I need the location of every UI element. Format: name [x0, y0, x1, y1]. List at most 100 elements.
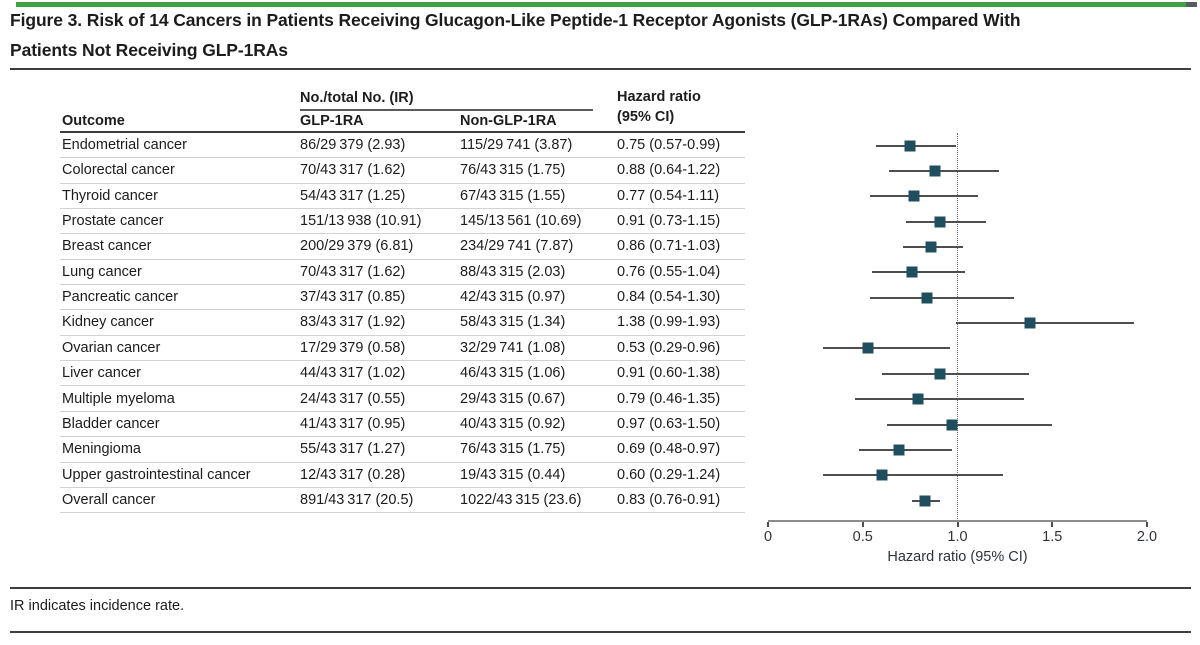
ci-line [876, 144, 956, 147]
forest-row [768, 412, 1147, 437]
table-row: Pancreatic cancer 37/43 317 (0.85) 42/43 3… [60, 285, 745, 311]
table-row: Breast cancer 200/29 379 (6.81) 234/29 741… [60, 234, 745, 260]
forest-row [768, 310, 1147, 335]
cell-outcome: Liver cancer [62, 365, 141, 382]
ci-line [872, 271, 966, 274]
hr-marker [876, 469, 888, 481]
axis-tick-label: 1.0 [947, 529, 968, 545]
cell-hr-ci: 0.83 (0.76-0.91) [617, 491, 721, 508]
cell-glp1ra: 12/43 317 (0.28) [300, 466, 406, 483]
forest-row [768, 437, 1147, 462]
cell-hr-ci: 0.69 (0.48-0.97) [617, 441, 721, 458]
cell-hr-ci: 0.91 (0.60-1.38) [617, 365, 721, 382]
cell-hr-ci: 0.88 (0.64-1.22) [617, 162, 721, 179]
cell-outcome: Colorectal cancer [62, 162, 175, 179]
cell-non-glp1ra: 145/13 561 (10.69) [460, 213, 582, 230]
cell-hr-ci: 0.84 (0.54-1.30) [617, 289, 721, 306]
cell-outcome: Thyroid cancer [62, 187, 158, 204]
cell-non-glp1ra: 19/43 315 (0.44) [460, 466, 566, 483]
forest-row [768, 158, 1147, 183]
cell-outcome: Endometrial cancer [62, 137, 187, 153]
cell-non-glp1ra: 58/43 315 (1.34) [460, 314, 566, 331]
footnote-text: IR indicates incidence rate. [10, 598, 185, 614]
axis-tick-label: 0 [763, 529, 773, 545]
cell-hr-ci: 0.77 (0.54-1.11) [617, 187, 720, 204]
cell-hr-ci: 0.75 (0.57-0.99) [617, 137, 721, 153]
cell-outcome: Upper gastrointestinal cancer [62, 466, 251, 483]
hr-marker [862, 342, 874, 354]
cell-hr-ci: 0.76 (0.55-1.04) [617, 263, 721, 280]
cell-glp1ra: 55/43 317 (1.27) [300, 441, 406, 458]
cell-outcome: Pancreatic cancer [62, 289, 179, 306]
forest-row [768, 361, 1147, 386]
title-rule [10, 68, 1191, 70]
forest-row [768, 184, 1147, 209]
hr-marker [1024, 317, 1035, 329]
axis-tick [861, 522, 864, 527]
ci-line [870, 296, 1015, 299]
x-axis-line [768, 520, 1147, 522]
ci-line [822, 474, 1003, 477]
cell-outcome: Prostate cancer [62, 213, 164, 230]
column-header-non-glp1ra: Non-GLP-1RA [460, 113, 557, 129]
cell-glp1ra: 44/43 317 (1.02) [300, 365, 406, 382]
cell-non-glp1ra: 40/43 315 (0.92) [460, 415, 566, 432]
ci-line [881, 372, 1030, 375]
axis-tick [1146, 522, 1148, 527]
cell-outcome: Overall cancer [62, 491, 156, 508]
column-group-underline [300, 109, 593, 111]
forest-row [768, 209, 1147, 234]
cell-non-glp1ra: 76/43 315 (1.75) [460, 162, 566, 179]
table-row: Overall cancer 891/43 317 (20.5) 1022/43 3… [60, 488, 745, 514]
cell-glp1ra: 54/43 317 (1.25) [300, 187, 406, 204]
reference-line [957, 133, 958, 521]
forest-plot [768, 133, 1147, 521]
hr-marker [912, 393, 924, 405]
table-row: Prostate cancer 151/13 938 (10.91) 145/13 … [60, 209, 745, 235]
cell-glp1ra: 70/43 317 (1.62) [300, 162, 406, 179]
figure-title: Figure 3. Risk of 14 Cancers in Patients… [10, 10, 1021, 60]
hr-marker [908, 190, 920, 202]
cell-outcome: Meningioma [62, 441, 141, 458]
table-row: Meningioma 55/43 317 (1.27) 76/43 315 (1.7… [60, 437, 745, 463]
hr-marker [929, 165, 941, 177]
table-row: Multiple myeloma 24/43 317 (0.55) 29/43 31… [60, 387, 745, 412]
table-row: Lung cancer 70/43 317 (1.62) 88/43 315 (2.… [60, 260, 745, 286]
ci-line [887, 423, 1053, 426]
cell-hr-ci: 0.79 (0.46-1.35) [617, 390, 721, 407]
table-row: Endometrial cancer 86/29 379 (2.93) 115/29… [60, 133, 745, 159]
forest-row [768, 387, 1147, 412]
cell-non-glp1ra: 1022/43 315 (23.6) [460, 491, 582, 508]
cell-outcome: Bladder cancer [62, 415, 160, 432]
ci-line [955, 322, 1134, 325]
cell-outcome: Multiple myeloma [62, 390, 175, 407]
table-row: Colorectal cancer 70/43 317 (1.62) 76/43 3… [60, 158, 745, 184]
ci-line [906, 220, 986, 223]
accent-bar [16, 2, 1197, 7]
ci-line [822, 347, 950, 350]
table-row: Thyroid cancer 54/43 317 (1.25) 67/43 315 … [60, 184, 745, 210]
table-row: Ovarian cancer 17/29 379 (0.58) 32/29 741 … [60, 336, 745, 362]
column-header-hazard-ratio: Hazard ratio (95% CI) [617, 89, 701, 125]
cell-outcome: Ovarian cancer [62, 339, 161, 356]
cell-glp1ra: 83/43 317 (1.92) [300, 314, 406, 331]
hr-marker [934, 216, 946, 228]
axis-tick [767, 522, 769, 527]
axis-tick [956, 522, 959, 527]
column-group-header: No./total No. (IR) [300, 90, 414, 106]
cell-non-glp1ra: 88/43 315 (2.03) [460, 263, 566, 280]
cell-glp1ra: 37/43 317 (0.85) [300, 289, 406, 306]
cell-hr-ci: 0.97 (0.63-1.50) [617, 415, 721, 432]
forest-row [768, 260, 1147, 285]
cell-non-glp1ra: 76/43 315 (1.75) [460, 441, 566, 458]
column-header-outcome: Outcome [62, 113, 125, 129]
cell-non-glp1ra: 234/29 741 (7.87) [460, 238, 574, 255]
footnote-rule-top [10, 587, 1191, 589]
cell-non-glp1ra: 46/43 315 (1.06) [460, 365, 566, 382]
cell-glp1ra: 151/13 938 (10.91) [300, 213, 422, 230]
cell-non-glp1ra: 32/29 741 (1.08) [460, 339, 566, 356]
axis-tick-label: 2.0 [1136, 529, 1158, 545]
cell-hr-ci: 1.38 (0.99-1.93) [617, 314, 721, 331]
forest-row [768, 463, 1147, 488]
